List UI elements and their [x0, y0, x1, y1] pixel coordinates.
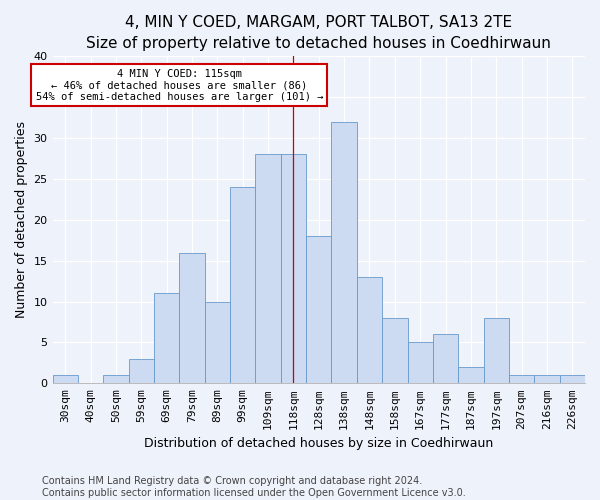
Bar [331, 122, 357, 384]
Bar [205, 302, 230, 384]
Text: 4 MIN Y COED: 115sqm
← 46% of detached houses are smaller (86)
54% of semi-detac: 4 MIN Y COED: 115sqm ← 46% of detached h… [35, 68, 323, 102]
Bar [357, 277, 382, 384]
X-axis label: Distribution of detached houses by size in Coedhirwaun: Distribution of detached houses by size … [144, 437, 493, 450]
Bar [154, 294, 179, 384]
Bar [128, 359, 154, 384]
Bar [179, 252, 205, 384]
Bar [484, 318, 509, 384]
Bar [103, 375, 128, 384]
Bar [382, 318, 407, 384]
Bar [407, 342, 433, 384]
Bar [256, 154, 281, 384]
Y-axis label: Number of detached properties: Number of detached properties [15, 122, 28, 318]
Bar [534, 375, 560, 384]
Text: Contains HM Land Registry data © Crown copyright and database right 2024.
Contai: Contains HM Land Registry data © Crown c… [42, 476, 466, 498]
Bar [458, 367, 484, 384]
Bar [230, 187, 256, 384]
Bar [433, 334, 458, 384]
Bar [306, 236, 331, 384]
Bar [281, 154, 306, 384]
Bar [509, 375, 534, 384]
Bar [53, 375, 78, 384]
Bar [560, 375, 585, 384]
Title: 4, MIN Y COED, MARGAM, PORT TALBOT, SA13 2TE
Size of property relative to detach: 4, MIN Y COED, MARGAM, PORT TALBOT, SA13… [86, 15, 551, 51]
